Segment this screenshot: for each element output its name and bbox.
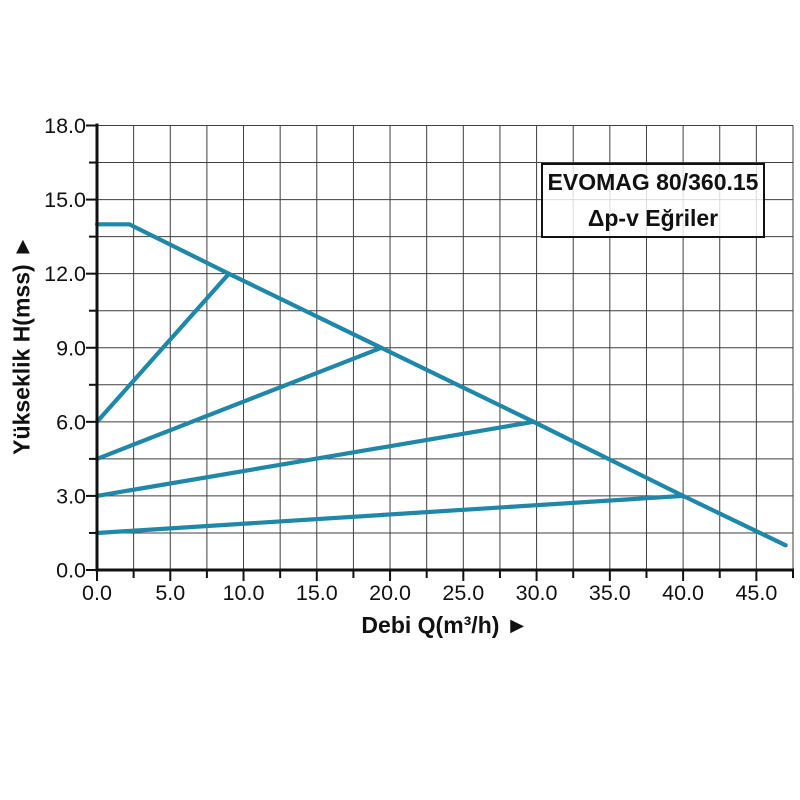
x-tick-label: 40.0: [662, 581, 704, 605]
curve-dpv-3: [94, 419, 536, 498]
y-tick-label: 15.0: [44, 188, 86, 212]
x-tick-label: 5.0: [155, 581, 185, 605]
x-tick-label: 45.0: [735, 581, 777, 605]
x-tick-label: 30.0: [516, 581, 558, 605]
x-tick-label: 25.0: [442, 581, 484, 605]
y-tick-label: 3.0: [56, 484, 86, 508]
x-tick-label: 35.0: [589, 581, 631, 605]
y-tick-label: 18.0: [44, 114, 86, 138]
x-tick-label: 10.0: [223, 581, 265, 605]
curve-type-label: Δp-v Eğriler: [587, 204, 719, 231]
pump-model-label: EVOMAG 80/360.15: [547, 169, 759, 196]
chart-title-box: EVOMAG 80/360.15 Δp-v Eğriler: [541, 163, 765, 238]
y-tick-label: 9.0: [56, 336, 86, 360]
curve-dpv-4: [94, 493, 686, 536]
y-tick-label: 12.0: [44, 262, 86, 286]
x-tick-label: 0.0: [82, 581, 112, 605]
curve-dpv-1: [94, 271, 231, 424]
y-tick-label: 0.0: [56, 559, 86, 583]
x-tick-label: 15.0: [296, 581, 338, 605]
curve-dpv-2: [94, 345, 384, 461]
y-axis-title-text: Yükseklik H(mss) ►: [8, 235, 35, 455]
y-tick-label: 6.0: [56, 410, 86, 434]
x-tick-label: 20.0: [369, 581, 411, 605]
x-axis-title: Debi Q(m³/h) ►: [361, 612, 529, 638]
